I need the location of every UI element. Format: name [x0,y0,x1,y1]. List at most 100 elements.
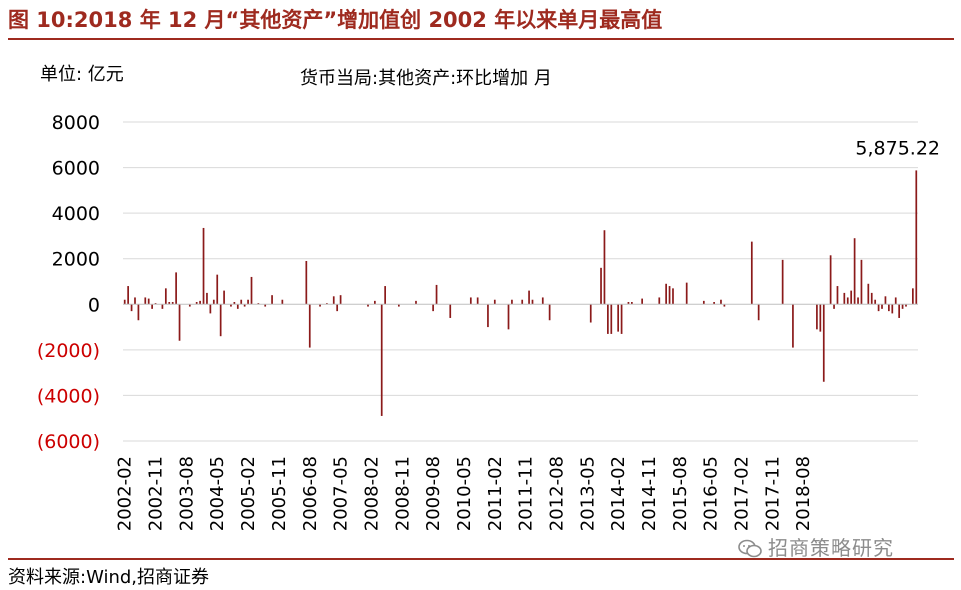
source-divider [8,558,954,560]
bar [891,304,894,314]
bar [750,241,753,305]
bar [857,297,859,305]
bar [449,304,452,318]
bar [380,304,383,416]
bar [476,297,479,305]
y-tick-label: 6000 [52,158,100,180]
x-tick-label: 2014-02 [608,456,629,531]
bar [432,304,434,312]
bar [846,297,849,305]
bar [319,304,321,307]
bar [171,302,174,305]
bar [833,304,835,309]
x-tick-label: 2005-11 [269,456,290,531]
bar [720,299,722,305]
bar [757,304,760,321]
bar [641,298,643,305]
x-tick-label: 2012-08 [547,456,568,531]
x-tick-label: 2018-08 [793,456,814,531]
figure-title: 图 10:2018 年 12 月“其他资产”增加值创 2002 年以来单月最高值 [8,8,663,32]
bar [853,238,856,305]
bar [271,295,273,305]
bar [867,283,870,305]
x-tick-label: 2002-11 [146,456,167,531]
bar [374,300,376,305]
bar [617,304,620,332]
bar [209,304,212,314]
bar [384,286,386,305]
wechat-icon [738,539,762,558]
bar [874,299,877,305]
bar [178,304,181,341]
bar [702,300,705,305]
source-note: 资料来源:Wind,招商证券 [8,567,210,588]
bar [607,304,609,334]
bar [127,286,129,305]
bar [541,297,544,305]
bar [668,286,671,305]
bar [589,304,592,323]
bar [888,304,890,312]
bar [487,304,489,328]
bar [531,299,534,305]
bar [281,299,284,305]
bar [884,296,887,305]
chart-title: 货币当局:其他资产:环比增加 月 [300,68,552,89]
bar [781,259,784,305]
x-tick-label: 2013-05 [577,456,598,531]
bar [850,290,853,305]
y-axis-tick-labels: 8000 6000 4000 2000 0 (2000) (4000) (6000) [37,112,100,453]
bar [206,292,208,305]
y-tick-label: 0 [88,294,100,316]
bar [836,286,839,305]
bar [627,302,630,305]
x-tick-label: 2010-05 [454,456,475,531]
bar [247,299,249,305]
bar [881,304,883,309]
bar [915,170,918,305]
bar [685,282,688,305]
bar [672,288,674,305]
bar [233,302,236,305]
y-tick-label: 8000 [52,112,100,134]
bar [216,274,219,305]
bar [658,297,661,305]
y-tick-label: (4000) [37,385,100,407]
bar [230,304,232,307]
x-tick-label: 2011-11 [516,456,537,531]
bar [212,299,215,305]
bar [723,304,726,307]
unit-label: 单位: 亿元 [40,64,124,85]
bar [236,304,239,309]
watermark: 招商策略研究 [738,532,894,561]
y-tick-label: (2000) [37,340,100,362]
bar [894,297,897,305]
bar [130,304,133,312]
bar [326,303,328,305]
x-tick-label: 2005-02 [238,456,259,531]
bar [397,304,400,307]
y-tick-label: (6000) [37,431,100,453]
bar [123,299,126,305]
bar [792,304,794,348]
x-tick-label: 2004-05 [207,456,228,531]
bar [308,304,311,348]
bar [469,297,472,305]
bar [367,304,369,307]
bar [175,272,177,305]
bar [161,304,164,309]
bar [168,302,171,305]
bar [223,290,225,305]
bar [912,288,914,305]
bar [603,230,606,305]
bar [243,304,246,307]
bar [257,303,260,305]
x-tick-label: 2009-08 [423,456,444,531]
x-tick-label: 2006-08 [300,456,321,531]
x-tick-label: 2008-02 [361,456,382,531]
x-tick-label: 2017-02 [732,456,753,531]
bar [901,304,904,309]
bar [336,304,339,312]
bar [816,304,818,330]
